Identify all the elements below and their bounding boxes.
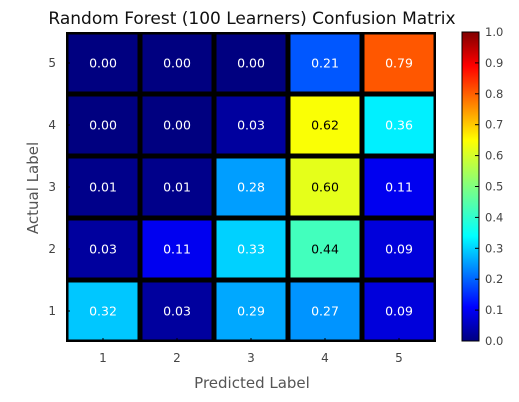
cell-value-label: 0.44	[311, 242, 339, 257]
cell-value-label: 0.00	[89, 118, 117, 133]
heatmap-cell	[364, 220, 434, 278]
cell-value-label: 0.03	[89, 242, 117, 257]
cell-value-label: 0.09	[385, 304, 413, 319]
cell-value-label: 0.09	[385, 242, 413, 257]
heatmap-cell	[216, 96, 286, 154]
cell-value-label: 0.03	[237, 118, 265, 133]
cell-value-label: 0.00	[237, 56, 265, 71]
cell-value-label: 0.03	[163, 304, 191, 319]
heatmap-cell	[68, 220, 138, 278]
cell-value-label: 0.00	[89, 56, 117, 71]
colorbar-ticks: 0.0 0.1 0.2 0.3 0.4 0.5 0.6 0.7 0.8 0.9 1.0	[475, 25, 503, 348]
cell-value-label: 0.21	[311, 56, 339, 71]
cell-value-label: 0.79	[385, 56, 413, 71]
cell-value-label: 0.01	[89, 180, 117, 195]
heatmap-cell	[364, 158, 434, 216]
cell-value-label: 0.36	[385, 118, 413, 133]
y-tick-label: 2	[48, 242, 56, 256]
heatmap-cell	[142, 158, 212, 216]
heatmap-cell	[142, 96, 212, 154]
cell-value-label: 0.60	[311, 180, 339, 195]
heatmap-cell	[216, 158, 286, 216]
y-axis-ticks: 5 4 3 2 1	[48, 56, 70, 318]
heatmap-cell	[68, 158, 138, 216]
cell-value-label: 0.11	[385, 180, 413, 195]
cell-value-label: 0.62	[311, 118, 339, 133]
x-axis-label: Predicted Label	[194, 374, 310, 392]
colorbar-tick-label: 0.3	[485, 241, 503, 255]
cell-value-label: 0.00	[163, 118, 191, 133]
cell-value-label: 0.00	[163, 56, 191, 71]
y-tick-label: 5	[48, 56, 56, 70]
cell-value-label: 0.33	[237, 242, 265, 257]
heatmap-cell	[142, 220, 212, 278]
heatmap-cell	[290, 282, 360, 340]
colorbar-tick-label: 0.7	[485, 118, 503, 132]
colorbar-tick-label: 0.8	[485, 87, 503, 101]
heatmap-cell	[68, 96, 138, 154]
colorbar-tick-label: 0.4	[485, 210, 503, 224]
colorbar-tick-label: 0.1	[485, 303, 503, 317]
chart-title: Random Forest (100 Learners) Confusion M…	[48, 9, 455, 29]
heatmap-cell	[364, 34, 434, 92]
x-tick-label: 1	[99, 351, 107, 365]
heatmap-cell	[142, 34, 212, 92]
heatmap-cell	[216, 34, 286, 92]
heatmap-cell	[142, 282, 212, 340]
y-tick-label: 1	[48, 304, 56, 318]
colorbar: 0.0 0.1 0.2 0.3 0.4 0.5 0.6 0.7 0.8 0.9 1.0	[461, 25, 503, 348]
y-tick-label: 3	[48, 180, 56, 194]
colorbar-tick-label: 0.2	[485, 272, 503, 286]
heatmap-cell	[290, 220, 360, 278]
x-tick-label: 4	[321, 351, 329, 365]
heatmap-cell	[290, 34, 360, 92]
heatmap-cell	[364, 96, 434, 154]
heatmap-cell	[290, 96, 360, 154]
heatmap-cell	[290, 158, 360, 216]
cell-value-label: 0.27	[311, 304, 339, 319]
colorbar-tick-label: 0.9	[485, 56, 503, 70]
colorbar-tick-label: 0.5	[485, 180, 503, 194]
heatmap-cell	[364, 282, 434, 340]
heatmap-cell	[68, 34, 138, 92]
y-tick-label: 4	[48, 118, 56, 132]
x-axis-ticks: 1 2 3 4 5	[99, 338, 403, 365]
x-tick-label: 3	[247, 351, 255, 365]
x-tick-label: 2	[173, 351, 181, 365]
cell-value-label: 0.32	[89, 304, 117, 319]
cell-value-label: 0.11	[163, 242, 191, 257]
heatmap-cell	[216, 220, 286, 278]
heatmap-cell	[216, 282, 286, 340]
y-axis-label: Actual Label	[24, 142, 42, 234]
cell-value-label: 0.29	[237, 304, 265, 319]
heatmap-cell	[68, 282, 138, 340]
cell-value-label: 0.01	[163, 180, 191, 195]
colorbar-tick-label: 0.6	[485, 149, 503, 163]
heatmap-cells: 0.00 0.00 0.00 0.21 0.79 0.00 0.00 0.03 0.62 0.36…	[66, 32, 436, 342]
colorbar-tick-label: 1.0	[485, 25, 503, 39]
colorbar-tick-label: 0.0	[485, 334, 503, 348]
cell-value-label: 0.28	[237, 180, 265, 195]
x-tick-label: 5	[395, 351, 403, 365]
